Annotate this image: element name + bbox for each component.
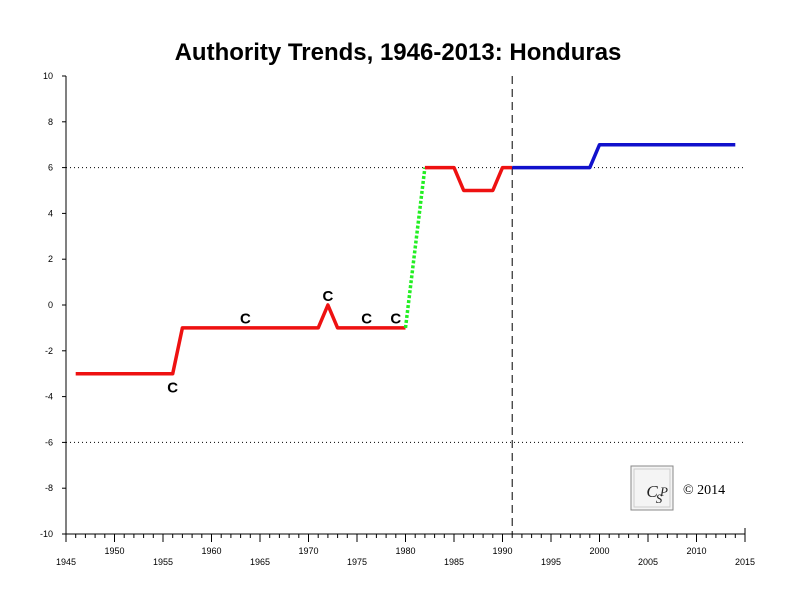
x-tick-label: 1970 <box>298 546 318 556</box>
series-line-2 <box>403 167 427 329</box>
x-tick-label: 2010 <box>686 546 706 556</box>
csp-logo: C S P <box>630 465 674 511</box>
x-tick-label: 2015 <box>735 557 755 567</box>
x-tick-label: 1960 <box>201 546 221 556</box>
y-tick-label: 8 <box>48 117 53 127</box>
y-tick-label: -6 <box>45 437 53 447</box>
annotation-label: C <box>167 379 178 396</box>
x-tick-label: 1965 <box>250 557 270 567</box>
series-line-1 <box>75 303 406 376</box>
svg-text:P: P <box>659 484 668 499</box>
y-tick-label: 4 <box>48 208 53 218</box>
y-tick-label: -10 <box>40 529 53 539</box>
x-tick-label: 1950 <box>104 546 124 556</box>
x-tick-label: 1945 <box>56 557 76 567</box>
chart-title: Authority Trends, 1946-2013: Honduras <box>175 39 622 66</box>
annotation-label: C <box>361 311 372 328</box>
y-tick-label: -8 <box>45 483 53 493</box>
annotation-label: C <box>240 311 251 328</box>
x-tick-label: 1990 <box>492 546 512 556</box>
svg-text:S: S <box>656 491 663 506</box>
x-tick-label: 1995 <box>541 557 561 567</box>
copyright-text: © 2014 <box>683 483 725 498</box>
series-line-4 <box>512 142 736 170</box>
svg-text:C: C <box>646 482 658 501</box>
x-tick-label: 1975 <box>347 557 367 567</box>
x-tick-label: 1980 <box>395 546 415 556</box>
y-tick-label: 0 <box>48 300 53 310</box>
y-tick-label: 10 <box>43 71 53 81</box>
annotation-label: C <box>390 311 401 328</box>
x-tick-label: 1955 <box>153 557 173 567</box>
annotation-label: C <box>322 288 333 305</box>
x-tick-label: 2000 <box>589 546 609 556</box>
x-tick-label: 2005 <box>638 557 658 567</box>
y-tick-label: 6 <box>48 163 53 173</box>
x-tick-label: 1985 <box>444 557 464 567</box>
y-tick-label: 2 <box>48 254 53 264</box>
y-tick-label: -4 <box>45 392 53 402</box>
y-tick-label: -2 <box>45 346 53 356</box>
series-line-3 <box>424 165 513 193</box>
